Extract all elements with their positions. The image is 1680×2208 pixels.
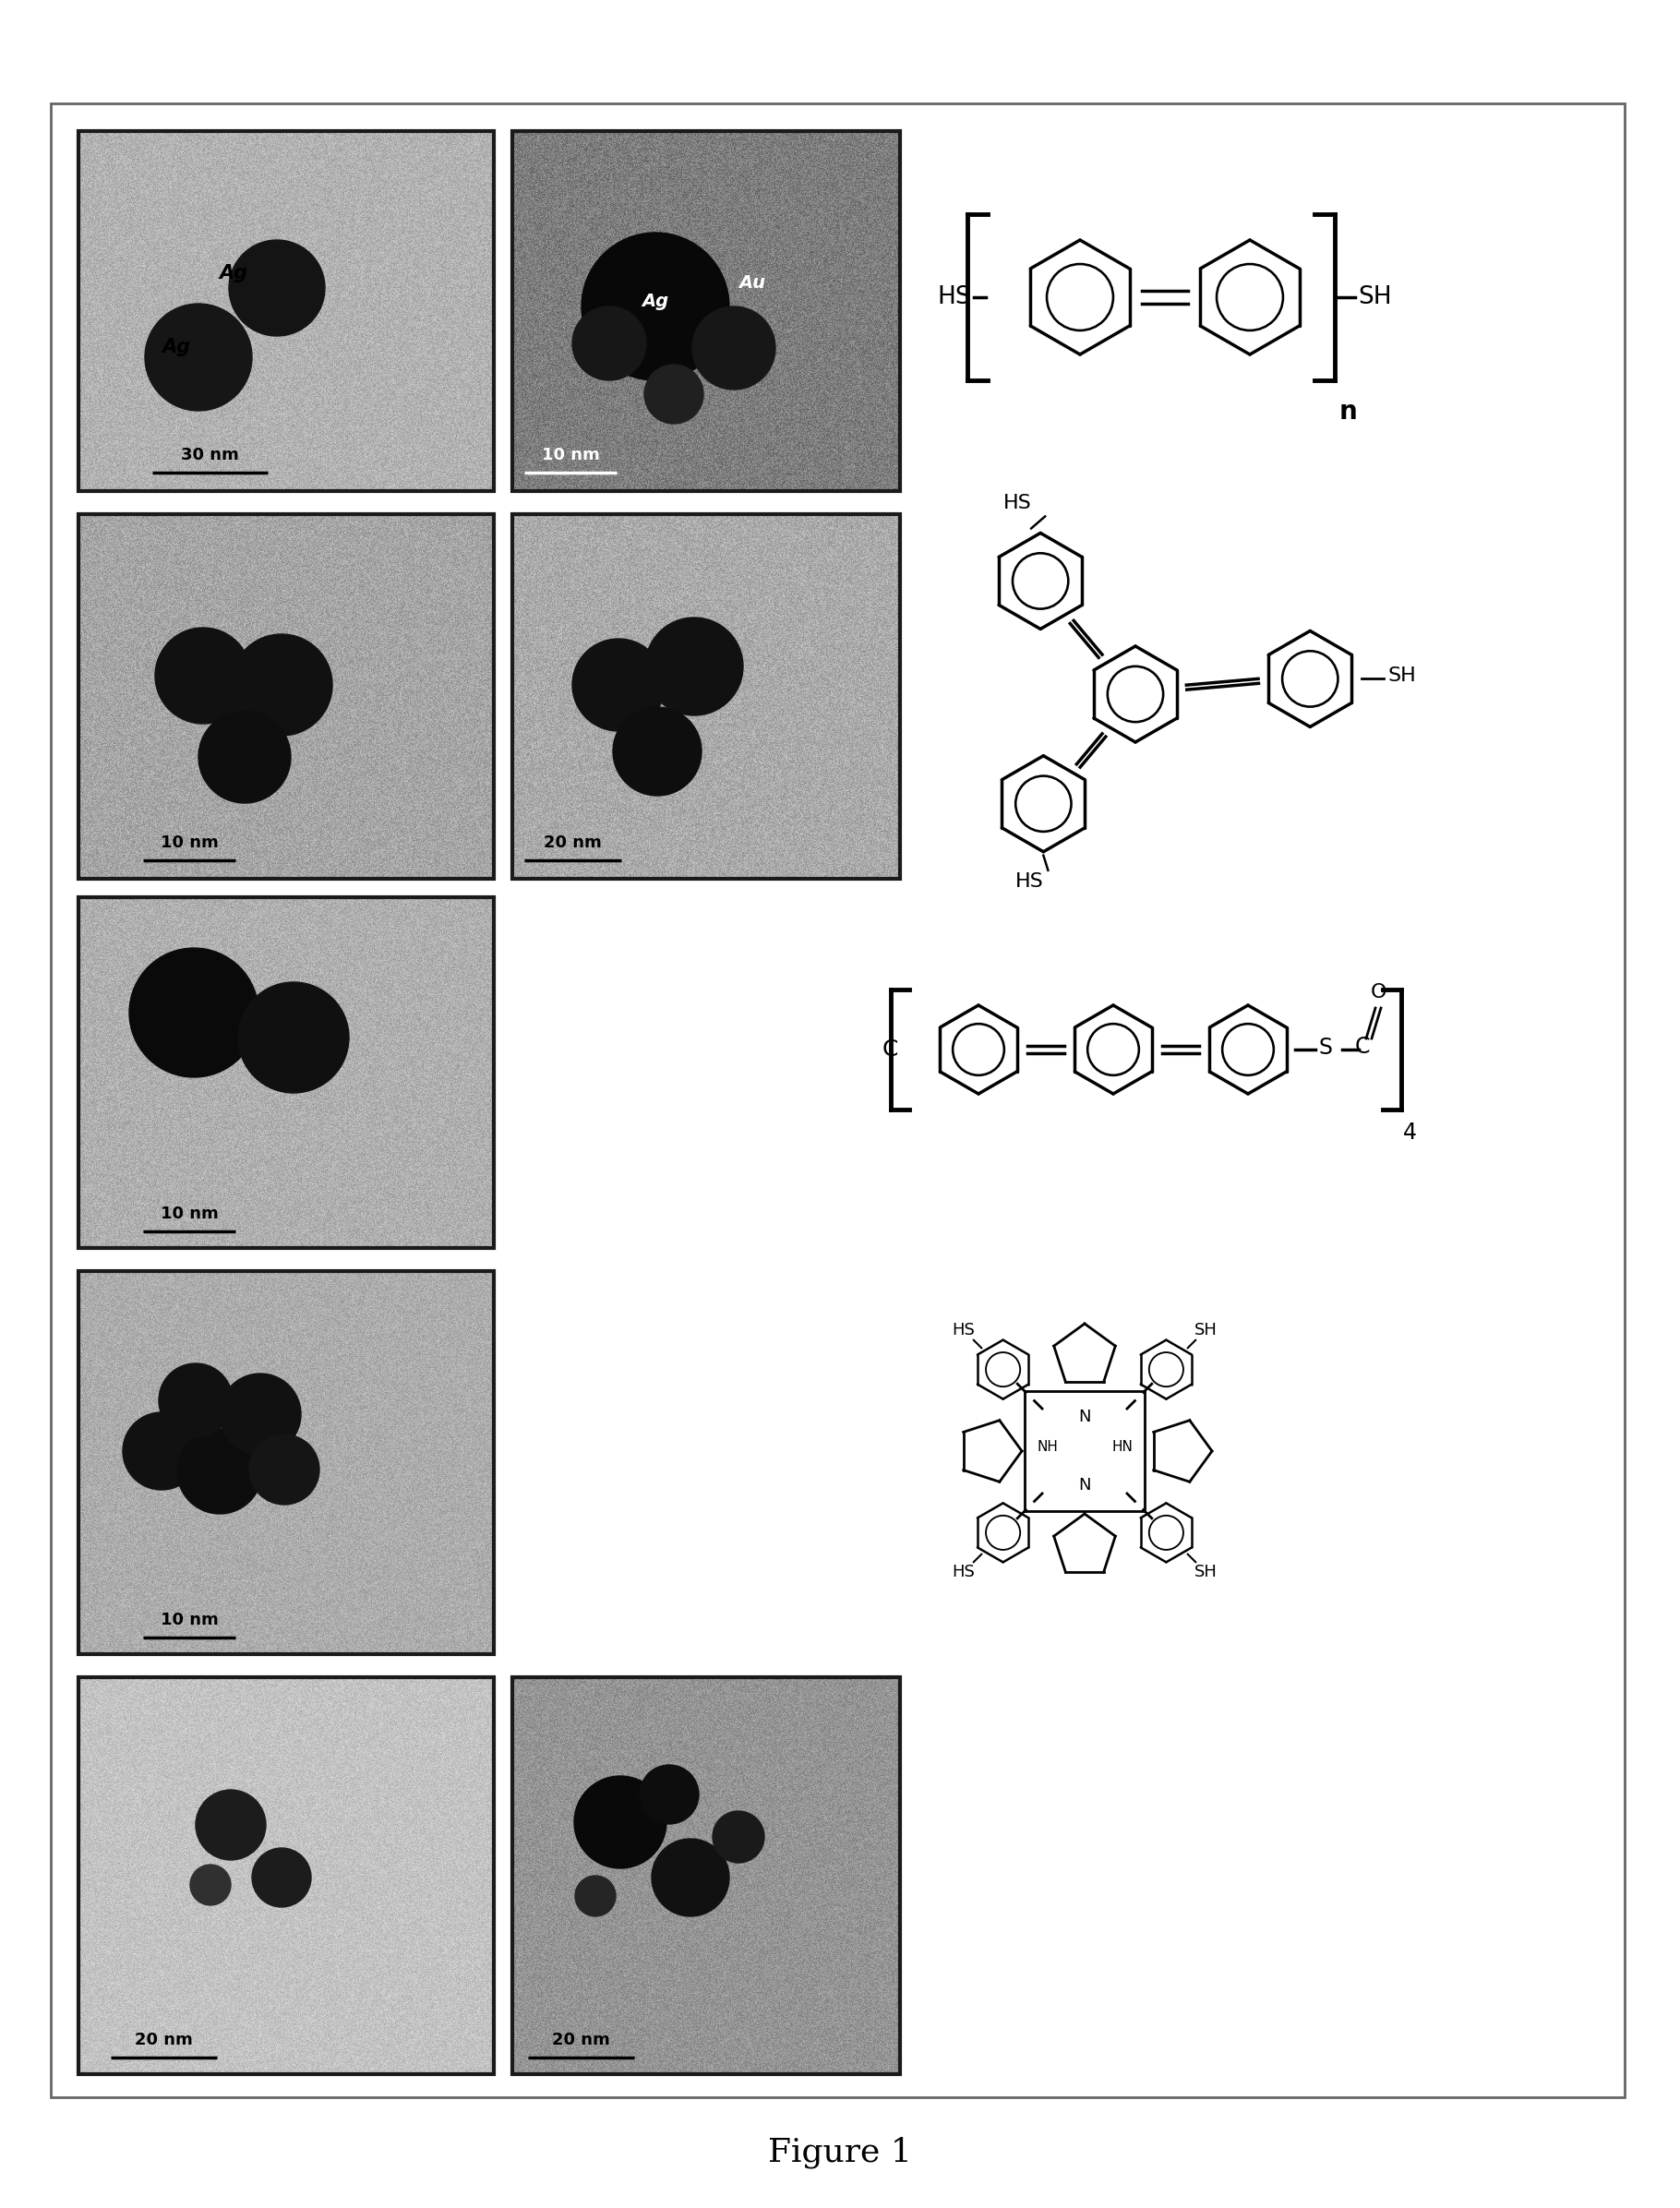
Bar (512, 1678, 900, 2073)
Text: 10 nm: 10 nm (541, 446, 600, 464)
Text: HN: HN (1112, 1440, 1132, 1455)
Bar (79, 1678, 494, 2073)
Bar (79, 1272, 494, 1654)
Text: HS: HS (1015, 872, 1043, 890)
Bar (512, 514, 900, 879)
Circle shape (129, 947, 259, 1078)
Circle shape (573, 307, 647, 380)
Text: O: O (1371, 983, 1386, 1002)
Circle shape (176, 1429, 262, 1515)
Circle shape (220, 1373, 301, 1455)
Circle shape (575, 1775, 667, 1868)
Circle shape (581, 232, 729, 380)
Circle shape (190, 1864, 230, 1906)
Text: 10 nm: 10 nm (160, 1612, 218, 1627)
Circle shape (195, 1791, 265, 1859)
Bar (79, 514, 494, 879)
Text: HS: HS (953, 1563, 976, 1581)
Circle shape (160, 1362, 232, 1437)
Text: SH: SH (1357, 285, 1391, 309)
Text: Ag: Ag (218, 265, 247, 283)
Text: 10 nm: 10 nm (160, 1206, 218, 1223)
Circle shape (575, 1875, 615, 1917)
Text: 20 nm: 20 nm (134, 2031, 193, 2049)
Circle shape (613, 707, 702, 795)
Text: 20 nm: 20 nm (553, 2031, 610, 2049)
Circle shape (123, 1413, 200, 1490)
Circle shape (144, 305, 252, 411)
Text: C: C (1354, 1036, 1371, 1058)
Circle shape (198, 711, 291, 804)
Text: 30 nm: 30 nm (181, 446, 239, 464)
Text: 20 nm: 20 nm (544, 835, 601, 850)
Text: Figure 1: Figure 1 (768, 2137, 912, 2168)
Text: Ag: Ag (161, 338, 190, 355)
Bar (79, 130, 494, 490)
Text: NH: NH (1037, 1440, 1058, 1455)
Text: SH: SH (1194, 1323, 1216, 1338)
Text: C: C (882, 1038, 899, 1060)
Text: HS: HS (937, 285, 971, 309)
Circle shape (692, 307, 776, 389)
Circle shape (645, 364, 704, 424)
Bar (79, 896, 494, 1248)
Text: SH: SH (1194, 1563, 1216, 1581)
Circle shape (230, 634, 333, 735)
Text: HS: HS (1003, 495, 1032, 512)
Circle shape (249, 1435, 319, 1504)
Bar (512, 130, 900, 490)
Text: S: S (1319, 1036, 1332, 1060)
Text: HS: HS (953, 1323, 976, 1338)
Text: Au: Au (739, 274, 764, 291)
Text: 4: 4 (1403, 1122, 1416, 1144)
Text: 10 nm: 10 nm (160, 835, 218, 850)
Text: SH: SH (1388, 667, 1416, 684)
Circle shape (239, 983, 349, 1093)
Circle shape (645, 618, 743, 715)
Text: n: n (1339, 400, 1357, 424)
Circle shape (252, 1848, 311, 1908)
Text: N: N (1079, 1477, 1090, 1495)
Text: N: N (1079, 1409, 1090, 1424)
Circle shape (573, 638, 665, 731)
Text: Ag: Ag (642, 294, 669, 309)
Circle shape (652, 1839, 729, 1917)
Circle shape (712, 1811, 764, 1864)
Circle shape (640, 1764, 699, 1824)
Circle shape (155, 627, 250, 724)
Circle shape (228, 241, 324, 336)
